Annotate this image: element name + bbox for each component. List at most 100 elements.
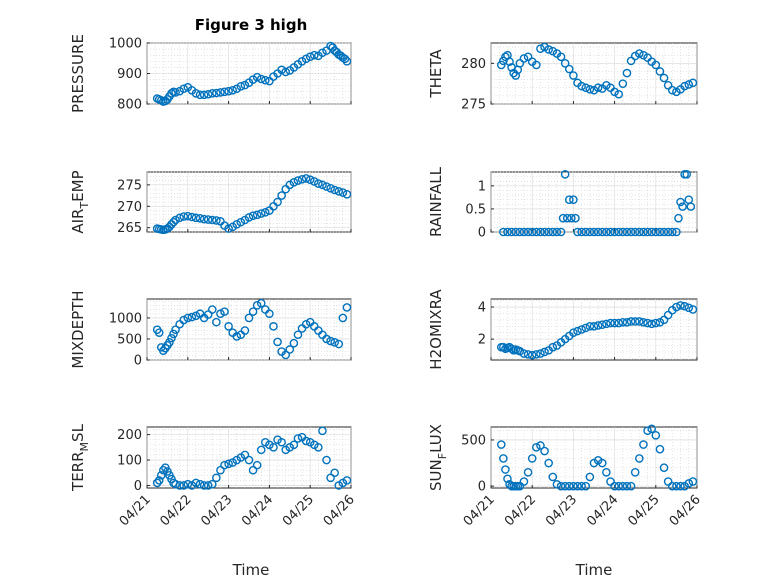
data-point	[301, 174, 311, 183]
data-point	[674, 213, 683, 223]
grid	[490, 171, 698, 233]
data-point	[212, 317, 221, 327]
data-point	[187, 312, 197, 322]
data-point	[593, 83, 603, 93]
data-point	[635, 317, 644, 326]
data-point	[630, 227, 640, 237]
series-markers	[152, 298, 352, 360]
data-point	[614, 481, 624, 491]
data-point	[527, 227, 537, 237]
data-point	[614, 227, 624, 237]
data-point	[581, 323, 591, 333]
data-point	[622, 317, 632, 327]
data-point	[515, 227, 525, 237]
data-point	[175, 481, 184, 490]
data-point	[248, 465, 258, 475]
data-point	[626, 481, 636, 491]
data-point	[220, 87, 229, 97]
data-point	[676, 197, 685, 207]
y-tick-label: 900	[117, 67, 142, 82]
data-point	[505, 57, 514, 67]
data-point	[152, 478, 162, 488]
data-point	[564, 64, 574, 74]
data-point	[169, 217, 178, 227]
data-point	[212, 88, 221, 98]
data-point	[639, 317, 648, 327]
y-axis-label: AIRTEMP	[69, 170, 91, 233]
data-point	[569, 71, 578, 80]
data-point	[606, 318, 615, 328]
data-point	[602, 467, 611, 477]
x-axis-label-right: Time	[575, 561, 613, 579]
data-point	[301, 319, 311, 329]
data-point	[536, 227, 545, 237]
axes-frame	[490, 42, 698, 105]
data-point	[635, 227, 644, 237]
data-point	[199, 90, 209, 100]
data-point	[220, 460, 229, 470]
data-point	[318, 180, 327, 190]
data-point	[593, 321, 603, 330]
data-point	[630, 467, 640, 477]
data-point	[618, 227, 628, 237]
y-axis-label: H2OMIXRA	[427, 289, 445, 370]
y-axis-label-suffix: EMP	[69, 170, 87, 201]
data-point	[171, 479, 180, 489]
data-point	[499, 454, 508, 463]
subplot-4: 0 0.5 1 RAINFALL	[427, 166, 698, 241]
data-point	[688, 477, 698, 486]
data-point	[154, 476, 164, 485]
data-point	[322, 334, 331, 344]
data-point	[342, 303, 352, 312]
data-point	[191, 478, 201, 488]
data-point	[676, 301, 685, 310]
data-point	[167, 89, 176, 98]
data-point	[207, 89, 217, 98]
data-point	[577, 481, 586, 491]
series-markers	[496, 42, 698, 99]
data-point	[626, 56, 636, 66]
figure-title: Figure 3 high	[195, 16, 308, 34]
data-point	[548, 227, 558, 237]
data-point	[342, 189, 352, 199]
data-point	[289, 440, 299, 450]
data-point	[676, 481, 685, 491]
data-point	[544, 45, 553, 54]
y-tick-label: 0	[134, 354, 142, 369]
data-point	[340, 54, 350, 64]
data-point	[314, 443, 323, 452]
data-point	[597, 458, 607, 468]
data-point	[560, 481, 570, 491]
data-point	[597, 227, 607, 237]
data-point	[659, 463, 669, 472]
data-point	[577, 325, 586, 334]
y-tick-label: 500	[117, 332, 142, 347]
data-point	[496, 60, 506, 70]
data-point	[536, 441, 545, 450]
data-point	[602, 227, 611, 237]
data-point	[651, 318, 661, 328]
data-point	[589, 227, 599, 237]
data-point	[314, 179, 323, 188]
subplot-6: 2 4 H2OMIXRA	[427, 289, 698, 370]
data-point	[244, 213, 254, 222]
axes-frame	[146, 426, 352, 489]
data-point	[507, 344, 516, 354]
data-point	[684, 479, 694, 488]
data-point	[544, 227, 553, 237]
data-point	[602, 319, 611, 329]
subplot-5: 0 500 1000 MIXDEPTH	[69, 290, 352, 369]
data-point	[273, 197, 282, 207]
subplot-1: 800 900 1000 PRESSURE	[69, 34, 352, 113]
data-point	[248, 211, 258, 221]
data-point	[651, 431, 661, 440]
data-point	[540, 227, 549, 237]
data-point	[171, 325, 180, 335]
data-point	[501, 52, 510, 62]
data-point	[171, 88, 180, 97]
data-point	[305, 52, 315, 62]
data-point	[203, 310, 213, 319]
data-point	[326, 336, 335, 346]
data-point	[503, 474, 512, 484]
